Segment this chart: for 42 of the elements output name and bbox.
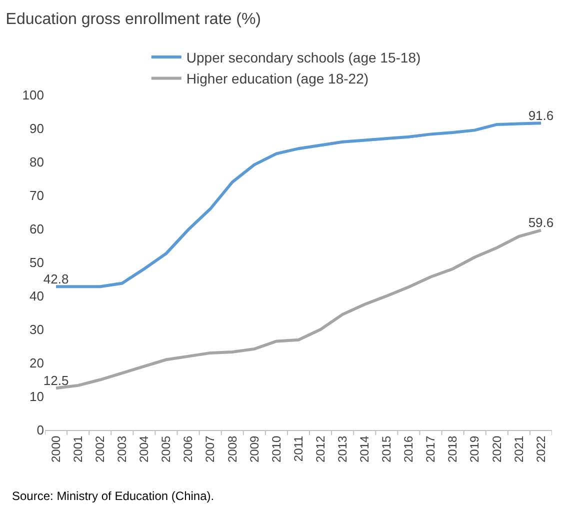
x-tick-label: 2006	[181, 435, 196, 463]
x-tick-label: 2008	[225, 435, 240, 463]
data-label: 91.6	[528, 108, 554, 123]
x-tick-label: 2017	[424, 435, 438, 463]
x-tick-label: 2012	[313, 435, 328, 463]
x-tick-label: 2001	[70, 435, 85, 463]
chart-title: Education gross enrollment rate (%)	[6, 10, 262, 28]
data-label: 12.5	[43, 372, 69, 388]
y-tick-label: 50	[30, 255, 44, 270]
x-tick-label: 2000	[48, 435, 63, 463]
source-note: Source: Ministry of Education (China).	[12, 489, 214, 503]
y-tick-label: 60	[30, 222, 44, 237]
x-tick-label: 2016	[402, 435, 416, 463]
x-tick-label: 2022	[534, 435, 548, 463]
data-label: 42.8	[43, 271, 69, 286]
x-tick-label: 2010	[269, 435, 284, 463]
x-tick-label: 2018	[446, 435, 460, 463]
x-tick-label: 2020	[490, 435, 504, 463]
data-label: 59.6	[528, 215, 554, 230]
x-tick-label: 2009	[247, 435, 262, 463]
legend-label: Higher education (age 18-22)	[186, 70, 369, 87]
x-tick-label: 2021	[512, 435, 526, 463]
x-tick-label: 2004	[137, 435, 152, 463]
x-tick-label: 2011	[291, 435, 306, 462]
legend-label: Upper secondary schools (age 15-18)	[186, 49, 421, 66]
y-tick-label: 10	[30, 389, 44, 404]
y-tick-label: 20	[30, 356, 44, 371]
x-tick-label: 2014	[358, 435, 372, 463]
y-tick-label: 30	[30, 322, 44, 338]
x-tick-label: 2019	[468, 435, 482, 463]
x-tick-label: 2015	[380, 435, 394, 463]
y-tick-label: 80	[30, 154, 44, 170]
x-tick-label: 2003	[115, 435, 130, 463]
y-tick-label: 100	[22, 88, 44, 103]
y-tick-label: 0	[36, 422, 44, 438]
y-tick-label: 40	[30, 288, 44, 304]
x-tick-label: 2002	[93, 435, 108, 463]
y-tick-label: 90	[30, 121, 44, 136]
x-tick-label: 2007	[203, 435, 218, 463]
x-tick-label: 2013	[335, 435, 350, 463]
y-tick-label: 70	[30, 188, 44, 204]
x-tick-label: 2005	[159, 435, 174, 463]
